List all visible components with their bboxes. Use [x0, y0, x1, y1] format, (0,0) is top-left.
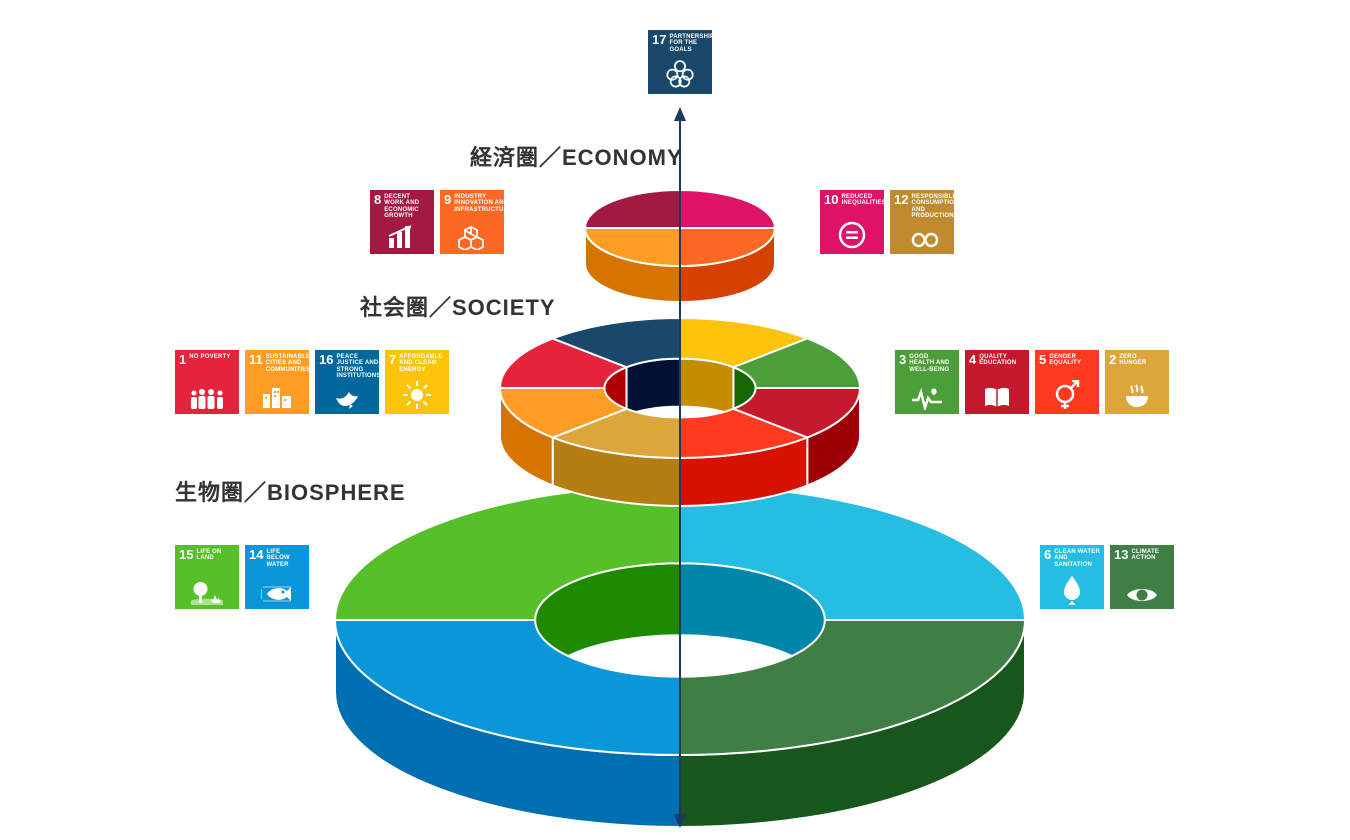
sdg-number: 10 — [824, 193, 838, 207]
sun-icon — [385, 380, 449, 410]
sdg-number: 7 — [389, 353, 396, 373]
people-icon — [175, 388, 239, 410]
sdg-number: 6 — [1044, 548, 1051, 568]
sdg-tile-10: 10REDUCED INEQUALITIES — [820, 190, 884, 254]
sdg-title: DECENT WORK AND ECONOMIC GROWTH — [384, 194, 430, 219]
sdg-title: PARTNERSHIPS FOR THE GOALS — [669, 34, 718, 53]
sdg-title: LIFE BELOW WATER — [266, 549, 305, 568]
sdg-title: LIFE ON LAND — [196, 549, 235, 562]
sdg-number: 8 — [374, 193, 381, 219]
sdg-tile-11: 11SUSTAINABLE CITIES AND COMMUNITIES — [245, 350, 309, 414]
sdg-title: GOOD HEALTH AND WELL-BEING — [909, 354, 955, 373]
sdg-tile-2: 2ZERO HUNGER — [1105, 350, 1169, 414]
sdg-title: GENDER EQUALITY — [1049, 354, 1095, 367]
sdg-number: 16 — [319, 353, 333, 379]
sdg-title: INDUSTRY INNOVATION AND INFRASTRUCTURE — [454, 194, 512, 213]
book-icon — [965, 386, 1029, 410]
sdg-number: 2 — [1109, 353, 1116, 367]
tree-icon — [175, 579, 239, 605]
sdg-title: SUSTAINABLE CITIES AND COMMUNITIES — [266, 354, 311, 373]
bars-icon — [370, 224, 434, 250]
sdg-tile-9: 9INDUSTRY INNOVATION AND INFRASTRUCTURE — [440, 190, 504, 254]
sdg-tile-3: 3GOOD HEALTH AND WELL-BEING — [895, 350, 959, 414]
equals-icon — [820, 220, 884, 250]
sdg-title: ZERO HUNGER — [1119, 354, 1165, 367]
label-biosphere: 生物圏／BIOSPHERE — [175, 475, 406, 507]
sdg-number: 5 — [1039, 353, 1046, 367]
sdg-title: QUALITY EDUCATION — [979, 354, 1025, 367]
sdg-number: 4 — [969, 353, 976, 367]
sdg-title: REDUCED INEQUALITIES — [841, 194, 885, 207]
drop-icon — [1040, 575, 1104, 605]
fish-icon — [245, 583, 309, 605]
sdg-number: 13 — [1114, 548, 1128, 562]
sdg-tile-12: 12RESPONSIBLE CONSUMPTION AND PRODUCTION — [890, 190, 954, 254]
bowl-icon — [1105, 384, 1169, 410]
sdg-tile-14: 14LIFE BELOW WATER — [245, 545, 309, 609]
sdg-wedding-cake-diagram: 経済圏／ECONOMY 社会圏／SOCIETY 生物圏／BIOSPHERE 17… — [0, 0, 1350, 840]
sdg-number: 15 — [179, 548, 193, 562]
sdg-number: 17 — [652, 33, 666, 53]
sdg-number: 12 — [894, 193, 908, 219]
sdg-number: 14 — [249, 548, 263, 568]
infinity-icon — [890, 230, 954, 250]
sdg-tile-8: 8DECENT WORK AND ECONOMIC GROWTH — [370, 190, 434, 254]
sdg-number: 1 — [179, 353, 186, 366]
sdg-title: RESPONSIBLE CONSUMPTION AND PRODUCTION — [911, 194, 958, 219]
sdg-tile-4: 4QUALITY EDUCATION — [965, 350, 1029, 414]
sdg-title: AFFORDABLE AND CLEAN ENERGY — [399, 354, 445, 373]
sdg-tile-15: 15LIFE ON LAND — [175, 545, 239, 609]
label-society: 社会圏／SOCIETY — [360, 290, 556, 322]
gender-icon — [1035, 380, 1099, 410]
cubes-icon — [440, 224, 504, 250]
sdg-tile-13: 13CLIMATE ACTION — [1110, 545, 1174, 609]
label-economy: 経済圏／ECONOMY — [470, 140, 683, 172]
sdg-title: CLEAN WATER AND SANITATION — [1054, 549, 1100, 568]
sdg-tile-17: 17PARTNERSHIPS FOR THE GOALS — [648, 30, 712, 94]
sdg-number: 9 — [444, 193, 451, 213]
sdg-tile-16: 16PEACE JUSTICE AND STRONG INSTITUTIONS — [315, 350, 379, 414]
sdg-tile-1: 1NO POVERTY — [175, 350, 239, 414]
sdg-tile-6: 6CLEAN WATER AND SANITATION — [1040, 545, 1104, 609]
rings-svg — [0, 0, 1350, 840]
sdg-title: CLIMATE ACTION — [1131, 549, 1170, 562]
sdg-title: PEACE JUSTICE AND STRONG INSTITUTIONS — [336, 354, 380, 379]
sdg-tile-7: 7AFFORDABLE AND CLEAN ENERGY — [385, 350, 449, 414]
eye-icon — [1110, 585, 1174, 605]
sdg-number: 3 — [899, 353, 906, 373]
sdg-title: NO POVERTY — [189, 354, 230, 366]
sdg-tile-5: 5GENDER EQUALITY — [1035, 350, 1099, 414]
sdg-number: 11 — [249, 353, 263, 373]
rings-icon — [648, 56, 712, 90]
heartbeat-icon — [895, 388, 959, 410]
city-icon — [245, 384, 309, 410]
dove-icon — [315, 384, 379, 410]
